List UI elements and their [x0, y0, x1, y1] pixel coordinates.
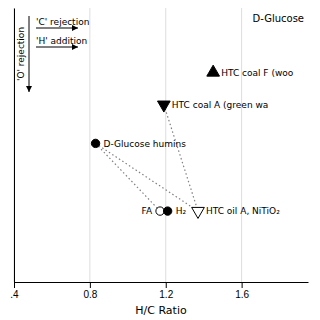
x-tick-mark — [166, 282, 167, 288]
annotation-arrow — [36, 47, 78, 48]
x-tick: 0.8 — [83, 282, 97, 300]
point — [207, 65, 220, 76]
marks — [91, 65, 219, 218]
chart: .4 0.8 1.2 1.6 D-Glucose 'C' rejection 'H' add… — [0, 0, 320, 320]
point-label: HTC coal A (green wa — [172, 100, 268, 110]
grid-line — [89, 8, 90, 282]
annotation: 'O' rejection — [16, 27, 26, 81]
x-tick-mark — [14, 282, 15, 288]
grid-line — [14, 8, 15, 282]
x-tick-label: 0.8 — [83, 289, 97, 300]
y-axis — [14, 9, 15, 283]
x-tick-label: .4 — [10, 289, 19, 300]
annotation: 'C' rejection — [36, 17, 89, 27]
x-axis-line — [15, 282, 309, 283]
point — [192, 207, 205, 218]
grid — [14, 8, 242, 282]
annotation: D-Glucose — [252, 13, 304, 24]
connector-line — [96, 143, 198, 211]
point-label: H₂ — [176, 206, 187, 216]
x-tick-label: 1.6 — [235, 289, 249, 300]
annotation-arrow — [36, 28, 78, 29]
x-tick-mark — [242, 282, 243, 288]
plot: .4 0.8 1.2 1.6 D-Glucose 'C' rejection 'H' add… — [10, 8, 308, 300]
grid-line — [241, 8, 242, 282]
x-tick-label: 1.2 — [159, 289, 173, 300]
labels: D-Glucose 'C' rejection 'H' addition 'O' re… — [16, 13, 304, 216]
point — [163, 207, 171, 215]
x-axis-title: H/C Ratio — [135, 304, 187, 317]
point-label: FA — [142, 206, 153, 216]
x-tick: 1.2 — [159, 282, 173, 300]
x-tick: .4 — [10, 282, 19, 300]
annotation: 'H' addition — [36, 36, 87, 46]
point-label: HTC oil A, NiTiO₂ — [206, 206, 280, 216]
point-label: HTC coal F (woo — [221, 68, 294, 78]
connector-line — [164, 105, 198, 211]
connector-line — [96, 143, 160, 211]
x-tick: 1.6 — [235, 282, 249, 300]
point-label: D-Glucose humins — [104, 139, 187, 149]
point — [157, 101, 170, 112]
point — [91, 139, 99, 147]
x-axis: .4 0.8 1.2 1.6 — [10, 282, 308, 300]
y-axis-line — [14, 9, 15, 283]
annotation-arrow — [29, 16, 30, 92]
x-tick-mark — [90, 282, 91, 288]
